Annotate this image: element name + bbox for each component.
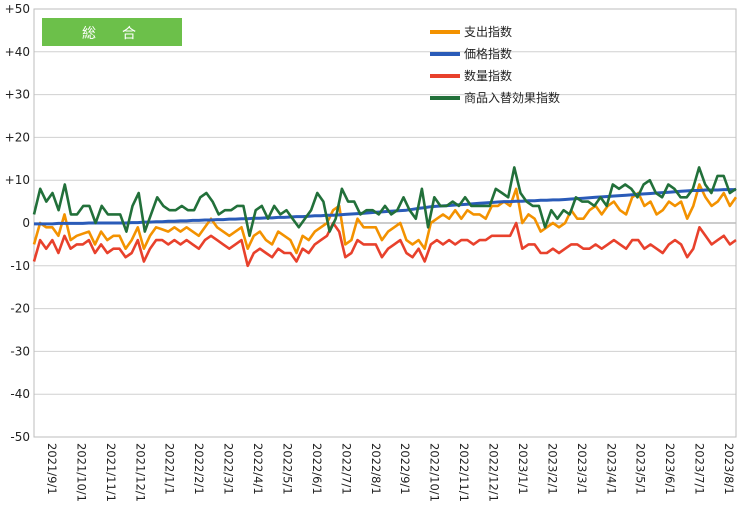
legend-label: 数量指数: [464, 68, 512, 83]
y-tick-label: +50: [5, 2, 30, 16]
x-tick-label: 2022/2/1: [192, 443, 206, 495]
x-tick-label: 2021/10/1: [74, 443, 88, 502]
y-tick-label: +10: [5, 173, 30, 187]
x-tick-label: 2022/12/1: [487, 443, 501, 502]
legend-label: 支出指数: [464, 24, 512, 39]
x-tick-label: 2021/11/1: [104, 443, 118, 502]
badge-label: 総 合: [82, 26, 142, 42]
series-line-2: [34, 188, 736, 226]
x-tick-label: 2022/5/1: [280, 443, 294, 495]
legend-label: 価格指数: [464, 46, 512, 61]
x-tick-label: 2023/3/1: [575, 443, 589, 495]
x-tick-label: 2023/6/1: [663, 443, 677, 495]
y-tick-label: -20: [10, 302, 30, 316]
x-tick-label: 2023/2/1: [545, 443, 559, 495]
x-tick-label: 2022/3/1: [222, 443, 236, 495]
x-tick-label: 2022/1/1: [163, 443, 177, 495]
x-tick-label: 2022/11/1: [457, 443, 471, 502]
x-tick-label: 2022/9/1: [398, 443, 412, 495]
x-tick-label: 2023/5/1: [634, 443, 648, 495]
x-tick-label: 2023/8/1: [722, 443, 736, 495]
x-tick-label: 2023/1/1: [516, 443, 530, 495]
x-tick-label: 2021/9/1: [45, 443, 59, 495]
x-axis-ticks: 2021/9/1 2021/10/1 2021/11/1 2021/12/1 2022/…: [45, 443, 736, 502]
y-tick-label: -10: [10, 259, 30, 273]
x-tick-label: 2022/7/1: [339, 443, 353, 495]
y-tick-label: +20: [5, 130, 30, 144]
x-tick-label: 2023/7/1: [693, 443, 707, 495]
badge-background: [42, 18, 182, 46]
y-tick-label: -40: [10, 387, 30, 401]
series-line-3: [32, 221, 737, 268]
y-tick-label: 0: [22, 216, 30, 230]
x-tick-label: 2022/10/1: [428, 443, 442, 502]
series-line-4: [32, 166, 737, 238]
y-axis-ticks: +50 +40 +30 +20 +10 0 -10 -20 -30 -40 -50: [5, 2, 30, 444]
y-tick-label: -50: [10, 430, 30, 444]
x-tick-label: 2021/12/1: [133, 443, 147, 502]
series-lines: [32, 166, 738, 268]
x-tick-label: 2023/4/1: [604, 443, 618, 495]
x-tick-label: 2022/6/1: [310, 443, 324, 495]
legend-label: 商品入替効果指数: [464, 90, 560, 105]
y-tick-label: -30: [10, 344, 30, 358]
x-tick-label: 2022/8/1: [369, 443, 383, 495]
y-tick-label: +30: [5, 88, 30, 102]
y-tick-label: +40: [5, 45, 30, 59]
series-line-1: [32, 183, 738, 255]
x-tick-label: 2022/4/1: [251, 443, 265, 495]
